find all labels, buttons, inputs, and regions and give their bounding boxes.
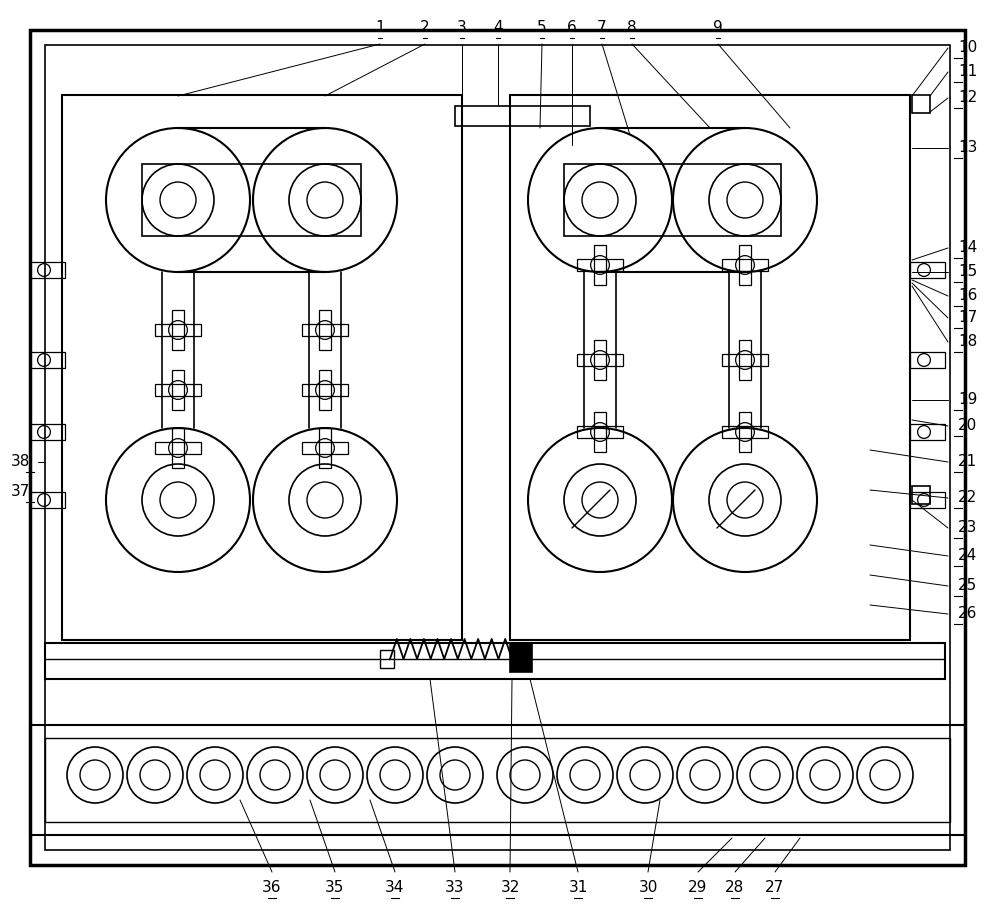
Text: 18: 18 <box>958 335 977 349</box>
Bar <box>30 262 65 278</box>
Text: 29: 29 <box>688 881 708 895</box>
Bar <box>910 352 945 368</box>
Bar <box>594 245 606 285</box>
Text: 34: 34 <box>385 881 405 895</box>
Bar <box>722 354 768 366</box>
Bar <box>45 643 945 679</box>
Text: 13: 13 <box>958 141 977 155</box>
Bar <box>319 370 331 410</box>
Text: 16: 16 <box>958 288 977 304</box>
Bar <box>62 95 462 640</box>
Text: 24: 24 <box>958 548 977 564</box>
Text: 37: 37 <box>11 484 30 500</box>
Bar <box>302 324 348 336</box>
Text: 32: 32 <box>500 881 520 895</box>
Bar <box>155 384 201 396</box>
Bar <box>510 644 532 672</box>
Bar <box>30 725 965 835</box>
Text: 26: 26 <box>958 606 977 622</box>
Bar <box>739 340 751 380</box>
Bar <box>910 262 945 278</box>
Bar <box>510 95 910 640</box>
Bar <box>910 424 945 440</box>
Bar <box>30 424 65 440</box>
Bar <box>155 442 201 454</box>
Bar <box>30 492 65 508</box>
Bar <box>380 650 394 668</box>
Bar <box>577 259 623 271</box>
Bar <box>319 310 331 350</box>
Text: 36: 36 <box>262 881 282 895</box>
Text: 14: 14 <box>958 241 977 255</box>
Bar <box>912 486 930 504</box>
Text: 28: 28 <box>725 881 745 895</box>
Text: 17: 17 <box>958 311 977 325</box>
Bar <box>142 164 361 236</box>
Bar <box>319 428 331 468</box>
Bar <box>172 370 184 410</box>
Text: 11: 11 <box>958 65 977 79</box>
Bar <box>302 384 348 396</box>
Bar <box>45 738 950 822</box>
Bar <box>912 95 930 113</box>
Bar <box>594 340 606 380</box>
Text: 9: 9 <box>713 21 723 35</box>
Text: 3: 3 <box>457 21 467 35</box>
Text: 2: 2 <box>420 21 430 35</box>
Text: 7: 7 <box>597 21 607 35</box>
Text: 23: 23 <box>958 521 977 535</box>
Bar <box>564 164 781 236</box>
Bar <box>577 425 623 438</box>
Text: 35: 35 <box>325 881 345 895</box>
Text: 30: 30 <box>638 881 658 895</box>
Text: 25: 25 <box>958 578 977 594</box>
Bar <box>45 45 950 850</box>
Text: 12: 12 <box>958 91 977 105</box>
Text: 10: 10 <box>958 41 977 55</box>
Text: 8: 8 <box>627 21 637 35</box>
Bar <box>722 425 768 438</box>
Bar <box>739 245 751 285</box>
Text: 1: 1 <box>375 21 385 35</box>
Text: 20: 20 <box>958 418 977 434</box>
Text: 21: 21 <box>958 454 977 470</box>
Bar <box>30 352 65 368</box>
Bar <box>739 412 751 452</box>
Text: 15: 15 <box>958 265 977 279</box>
Bar <box>455 106 590 126</box>
Bar <box>577 354 623 366</box>
Text: 19: 19 <box>958 393 977 407</box>
Text: 4: 4 <box>493 21 503 35</box>
Text: 6: 6 <box>567 21 577 35</box>
Text: 27: 27 <box>765 881 785 895</box>
Bar <box>594 412 606 452</box>
Bar <box>172 310 184 350</box>
Text: 5: 5 <box>537 21 547 35</box>
Text: 31: 31 <box>568 881 588 895</box>
Text: 22: 22 <box>958 491 977 505</box>
Bar <box>302 442 348 454</box>
Bar <box>910 492 945 508</box>
Text: 38: 38 <box>11 454 30 470</box>
Bar <box>172 428 184 468</box>
Text: 33: 33 <box>445 881 465 895</box>
Bar <box>722 259 768 271</box>
Bar <box>155 324 201 336</box>
